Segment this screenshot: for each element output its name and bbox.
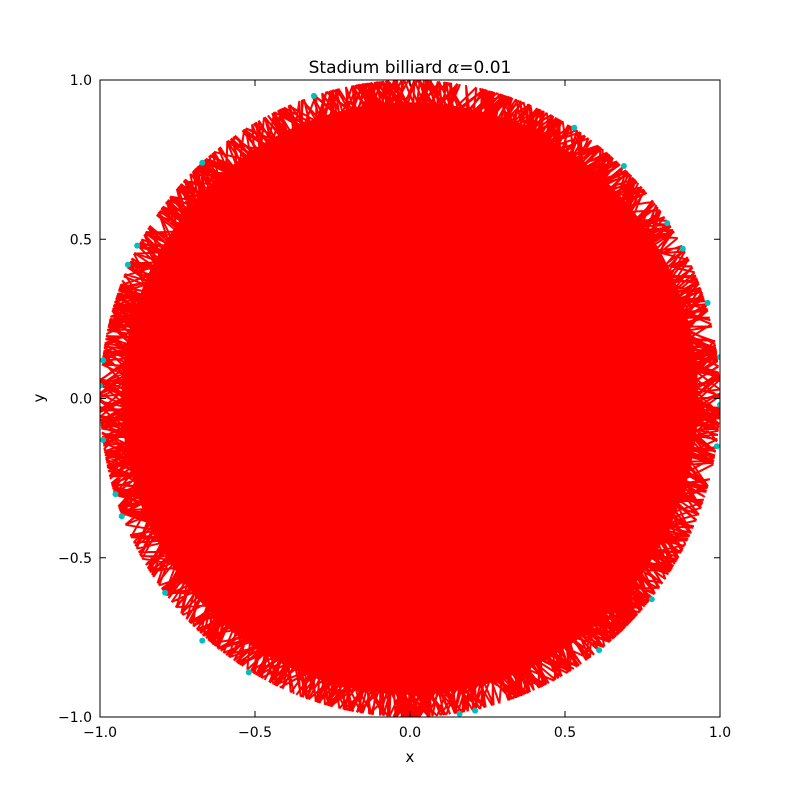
bounce-point	[664, 220, 671, 227]
bounce-point	[704, 299, 711, 306]
bounce-point	[717, 354, 720, 361]
trajectory-path	[100, 80, 720, 717]
plot-area	[100, 80, 720, 717]
bounce-point	[100, 357, 107, 364]
bounce-point	[199, 637, 206, 644]
bounce-point	[118, 513, 125, 520]
x-tick-label: −1.0	[83, 725, 117, 741]
y-tick-label: 0.5	[70, 232, 92, 248]
x-tick-label: 0.0	[399, 725, 421, 741]
bounce-point	[245, 669, 252, 676]
bounce-point	[713, 443, 720, 450]
bounce-point	[134, 242, 141, 249]
bounce-point	[679, 245, 686, 252]
y-ticks: −1.0 −0.5 0.0 0.5 1.0	[58, 73, 720, 726]
bounce-point	[456, 710, 463, 717]
x-tick-label: 0.5	[554, 725, 576, 741]
bounce-point	[199, 159, 206, 166]
x-tick-label: −0.5	[238, 725, 272, 741]
bounce-point	[112, 491, 119, 498]
bounce-point	[472, 707, 479, 714]
bounce-point	[596, 647, 603, 654]
bounce-point	[100, 436, 107, 443]
bounce-point	[717, 401, 720, 408]
trajectory-segments	[100, 80, 720, 717]
bounce-point	[310, 92, 317, 99]
bounce-point	[571, 124, 578, 131]
bounce-point	[620, 163, 627, 169]
y-axis-label: y	[30, 393, 48, 402]
bounce-point	[648, 596, 655, 603]
bounce-point	[124, 261, 131, 268]
bounce-point	[162, 589, 169, 596]
y-tick-label: 1.0	[70, 73, 92, 89]
chart-title: Stadium billiard α=0.01	[309, 58, 512, 78]
y-tick-label: −0.5	[58, 551, 92, 567]
bounce-point	[100, 382, 103, 389]
y-tick-label: −1.0	[58, 710, 92, 726]
x-ticks: −1.0 −0.5 0.0 0.5 1.0	[83, 80, 731, 741]
x-tick-label: 1.0	[709, 725, 731, 741]
x-axis-label: x	[406, 748, 415, 766]
bounce-points	[100, 92, 720, 717]
y-tick-label: 0.0	[70, 392, 92, 408]
